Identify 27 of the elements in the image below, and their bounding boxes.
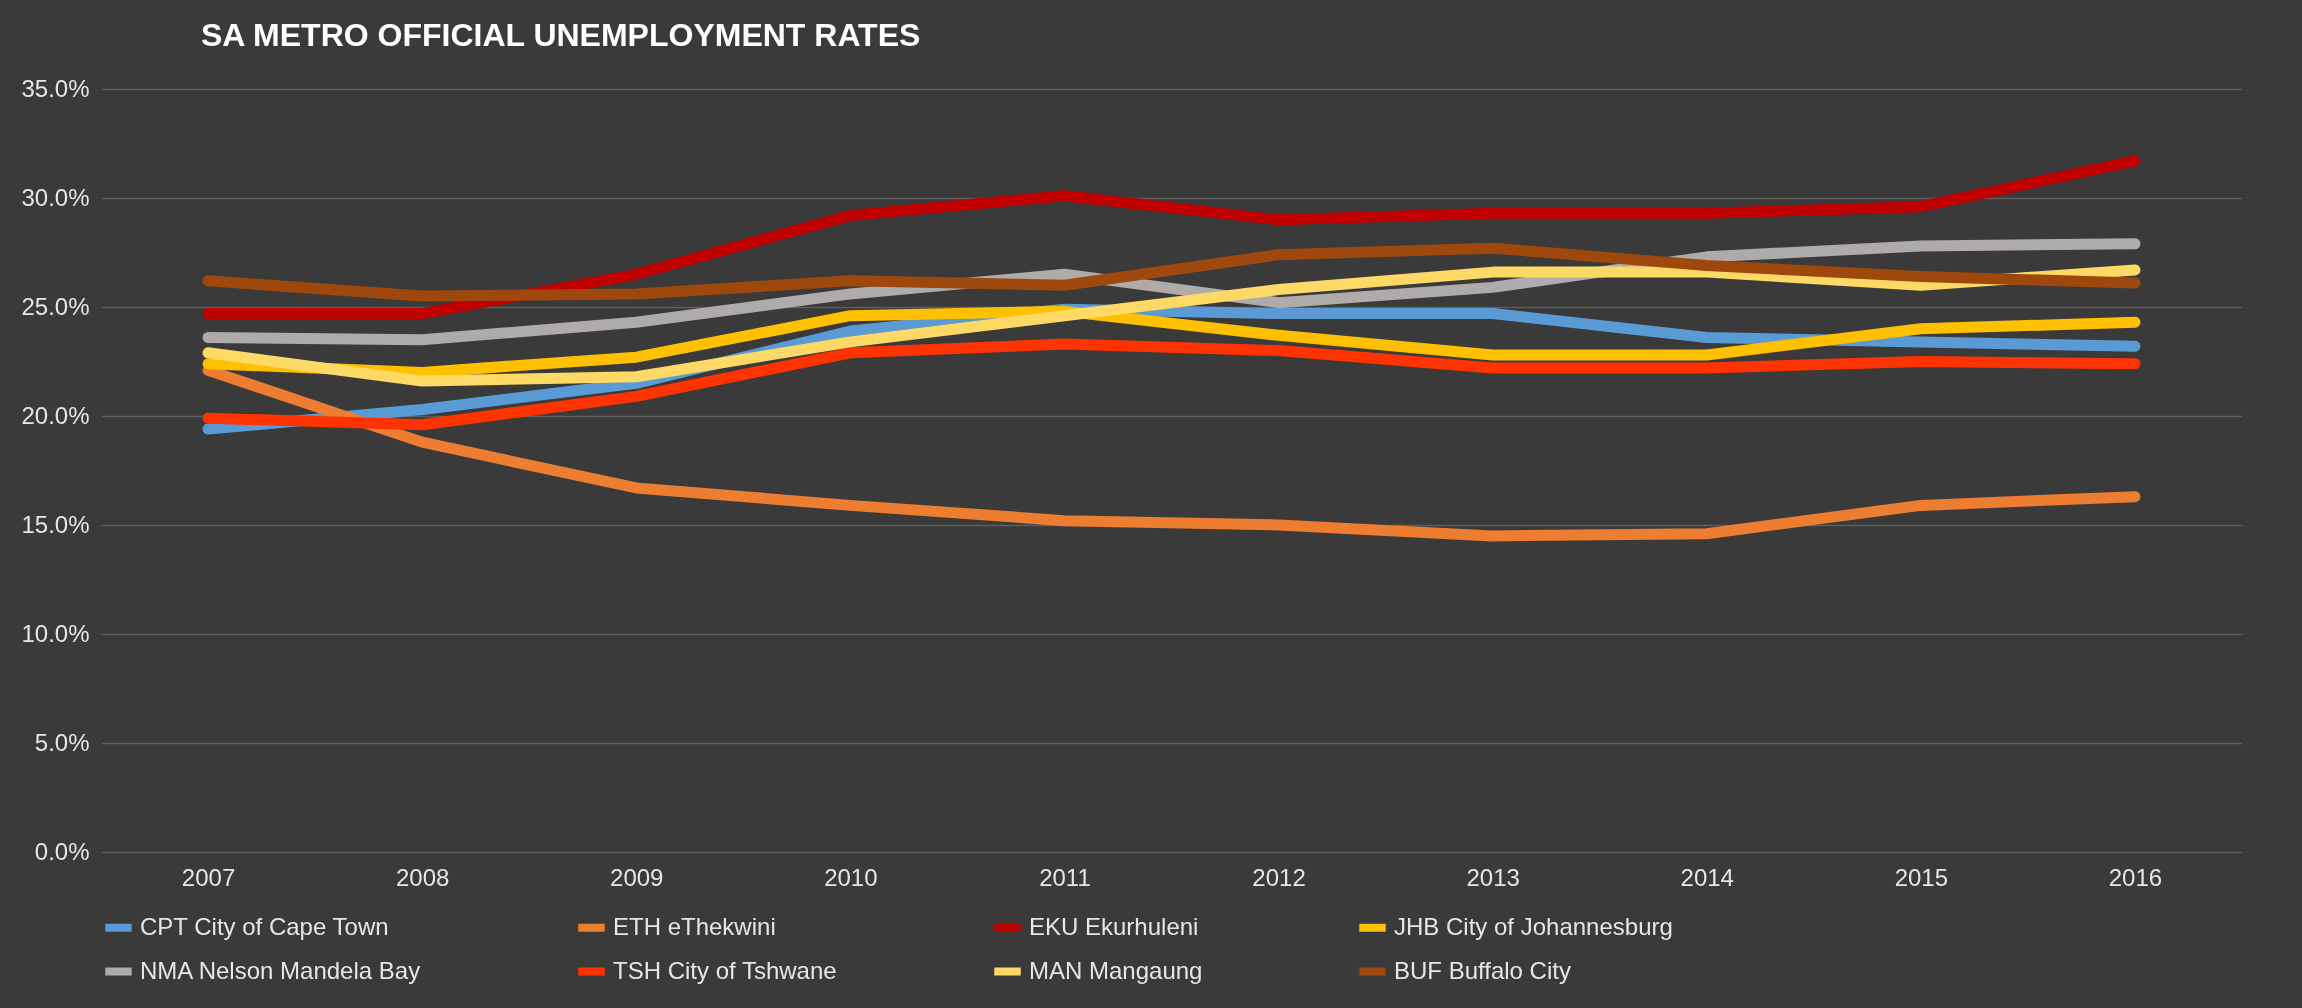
x-tick-label: 2010 (824, 863, 878, 891)
legend-label: BUF Buffalo City (1394, 956, 1571, 984)
x-tick-label: 2011 (1039, 863, 1091, 891)
y-tick-label: 10.0% (21, 619, 90, 647)
y-tick-label: 20.0% (21, 401, 90, 429)
legend-label: CPT City of Cape Town (140, 912, 389, 940)
chart-title: SA METRO OFFICIAL UNEMPLOYMENT RATES (200, 17, 921, 53)
y-tick-label: 25.0% (21, 292, 90, 320)
y-tick-label: 35.0% (21, 74, 90, 102)
y-tick-label: 30.0% (21, 183, 90, 211)
x-tick-label: 2016 (2108, 863, 2163, 891)
x-tick-label: 2007 (181, 863, 236, 891)
x-tick-label: 2009 (610, 863, 664, 891)
y-tick-label: 0.0% (34, 837, 90, 865)
y-tick-label: 5.0% (34, 728, 90, 756)
x-tick-label: 2012 (1252, 863, 1306, 891)
legend-label: JHB City of Johannesburg (1394, 912, 1673, 940)
legend-label: NMA Nelson Mandela Bay (140, 956, 421, 984)
x-tick-label: 2013 (1466, 863, 1520, 891)
y-tick-label: 15.0% (21, 510, 90, 538)
legend-label: MAN Mangaung (1029, 956, 1203, 984)
legend-label: TSH City of Tshwane (613, 956, 837, 984)
legend-label: ETH eThekwini (613, 912, 776, 940)
x-tick-label: 2008 (395, 863, 450, 891)
legend-label: EKU Ekurhuleni (1029, 912, 1199, 940)
x-tick-label: 2014 (1680, 863, 1734, 891)
x-tick-label: 2015 (1894, 863, 1949, 891)
